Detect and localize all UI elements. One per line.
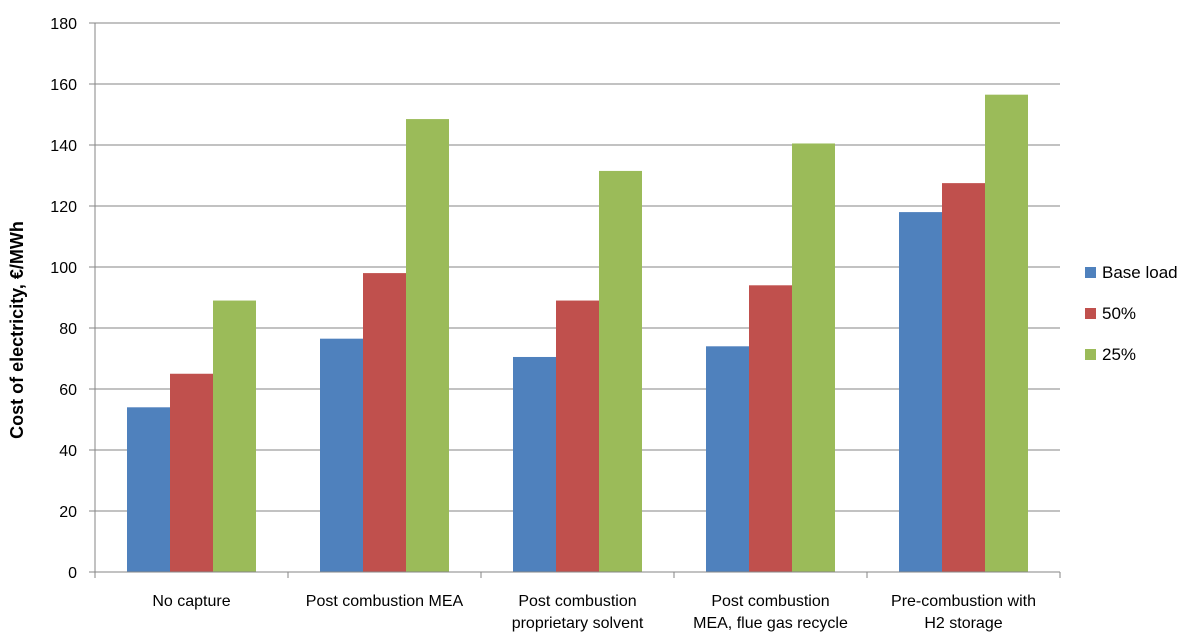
y-tick-label: 0 [68, 565, 77, 582]
y-tick-label: 160 [50, 77, 77, 94]
bar-25 [985, 94, 1028, 573]
x-category-label: Pre-combustion with [891, 593, 1036, 610]
y-tick-label: 80 [59, 321, 77, 338]
y-tick-label: 180 [50, 16, 77, 33]
x-category-label: No capture [152, 593, 230, 610]
x-category-label: Post combustion MEA [306, 593, 464, 610]
y-axis-title: Cost of electricity, €/MWh [7, 221, 27, 439]
legend: Base load 50% 25% [1085, 263, 1178, 364]
bars [127, 94, 1028, 573]
bar-base-load [899, 212, 942, 572]
bar-base-load [320, 338, 363, 572]
x-category-label: proprietary solvent [512, 615, 644, 632]
legend-label: 50% [1102, 304, 1136, 323]
x-category-label: Post combustion [711, 593, 829, 610]
legend-swatch [1085, 308, 1096, 319]
bar-base-load [127, 407, 170, 572]
bar-25 [792, 143, 835, 572]
x-category-label: Post combustion [518, 593, 636, 610]
bar-50 [942, 183, 985, 572]
bar-50 [170, 373, 213, 572]
bar-base-load [706, 346, 749, 572]
bar-50 [556, 300, 599, 572]
bar-25 [213, 300, 256, 572]
x-category-label: MEA, flue gas recycle [693, 615, 848, 632]
y-tick-label: 140 [50, 138, 77, 155]
legend-swatch [1085, 349, 1096, 360]
y-tick-label: 60 [59, 382, 77, 399]
y-tick-label: 100 [50, 260, 77, 277]
bar-base-load [513, 356, 556, 572]
bar-25 [406, 119, 449, 572]
axes [89, 22, 1061, 578]
tick-labels: 0 20 40 60 80 100 120 140 160 180 [50, 16, 77, 582]
y-tick-label: 120 [50, 199, 77, 216]
bar-50 [363, 273, 406, 572]
y-tick-label: 40 [59, 443, 77, 460]
category-labels: No capture Post combustion MEA Post combus… [152, 593, 1036, 632]
legend-label: Base load [1102, 263, 1178, 282]
legend-swatch [1085, 267, 1096, 278]
x-category-label: H2 storage [924, 615, 1002, 632]
bar-25 [599, 170, 642, 573]
y-tick-label: 20 [59, 504, 77, 521]
legend-label: 25% [1102, 345, 1136, 364]
bar-50 [749, 285, 792, 572]
